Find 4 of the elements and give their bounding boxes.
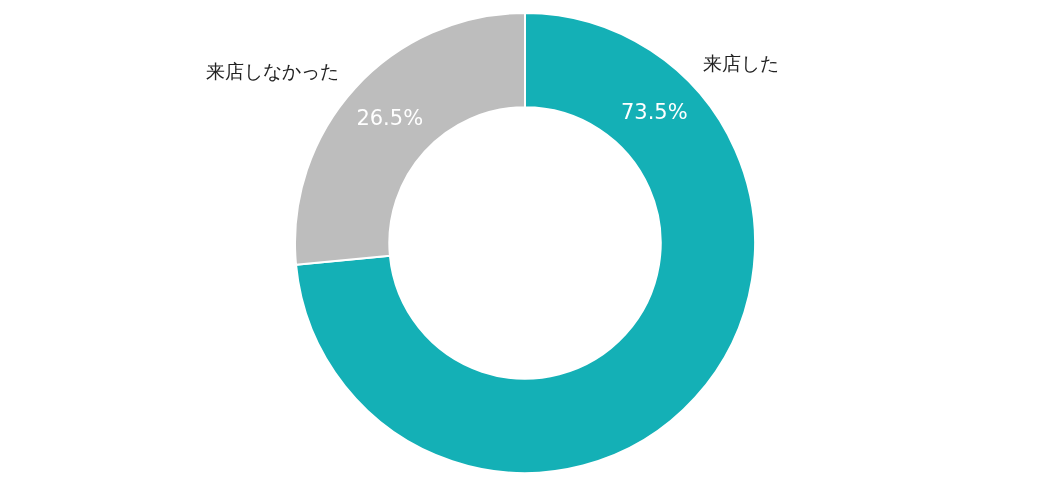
slice-label: 来店しなかった <box>205 60 339 83</box>
slice-label: 来店した <box>703 51 780 74</box>
data-label: 73.5% <box>620 100 688 125</box>
data-label: 26.5% <box>356 106 424 131</box>
